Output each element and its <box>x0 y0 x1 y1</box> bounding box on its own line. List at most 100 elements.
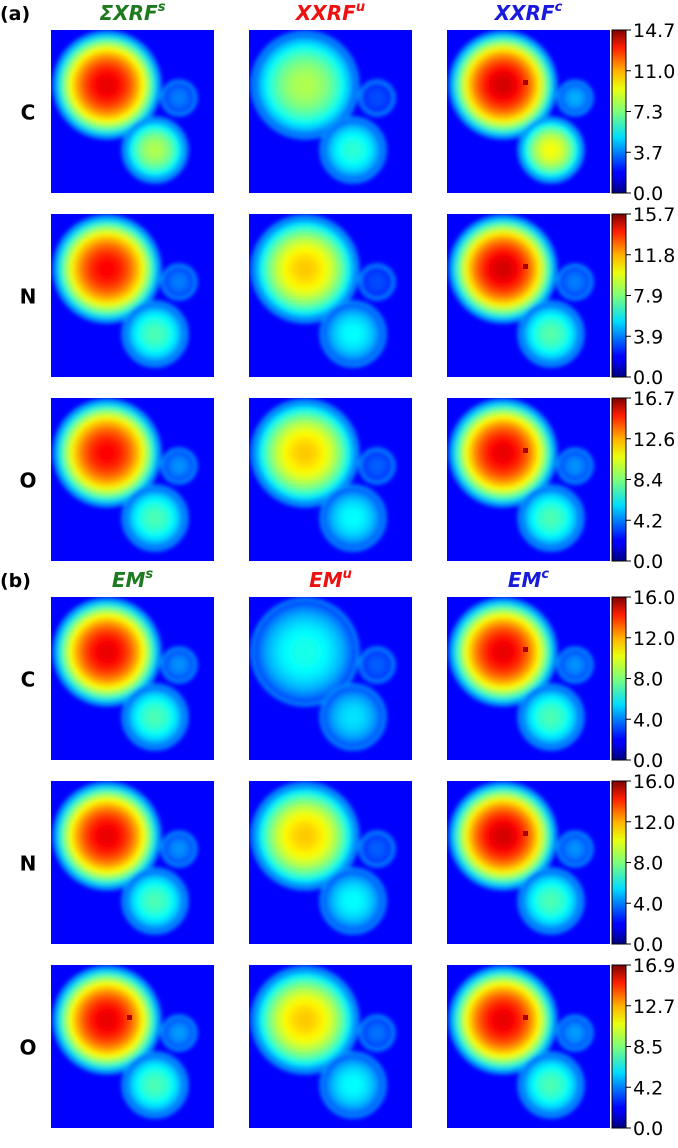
heatmap-blob-1 <box>53 215 161 323</box>
heatmap-blob-halo <box>517 484 585 552</box>
heatmap-blob-3 <box>122 684 188 750</box>
heatmap-blob-2 <box>161 264 197 300</box>
colorbar-tick-label: 4.0 <box>633 893 663 915</box>
heatmap-blob-2 <box>359 647 395 683</box>
colorbar-tick-label: 0.0 <box>633 750 663 772</box>
row-label-n: N <box>20 285 37 309</box>
colorbar-c: 14.7 11.0 7.3 3.7 0.0 <box>611 20 675 205</box>
heatmap-blobs <box>448 30 594 184</box>
heatmap-blob-3 <box>320 485 386 551</box>
colorbar-tick-label: 8.4 <box>633 470 663 492</box>
heatmap-blob-halo <box>160 830 198 868</box>
heatmap-o-xxrf-c <box>447 398 610 561</box>
heatmap-blob-halo <box>52 30 162 140</box>
colorbar-tick-label: 12.6 <box>633 429 675 451</box>
heatmap-blob-1 <box>449 782 557 890</box>
row-label-o: O <box>19 469 36 493</box>
heatmap-blob-halo <box>556 79 594 117</box>
colorbar-tick-label: 0.0 <box>633 934 663 956</box>
heatmap-blob-3 <box>122 485 188 551</box>
heatmap-blob-3 <box>122 117 188 183</box>
heatmap-blob-1 <box>251 31 359 139</box>
heatmap-blob-halo <box>358 263 396 301</box>
heatmap-blob-halo <box>121 300 189 368</box>
heatmap-blob-halo <box>319 867 387 935</box>
heatmap-blob-2 <box>359 264 395 300</box>
heatmap-blob-1 <box>251 966 359 1074</box>
column-title-base: ΣXRF <box>100 1 158 25</box>
heatmap-n-xxrf-c <box>447 214 610 377</box>
heatmap-blob-halo <box>517 116 585 184</box>
colorbar-tick-label: 12.0 <box>633 812 675 834</box>
heatmap-blob-2 <box>557 1015 593 1051</box>
colorbar-tick-label: 16.7 <box>633 388 675 410</box>
colorbar-tick-label: 16.9 <box>633 955 675 977</box>
colorbar-gradient <box>611 596 627 761</box>
row-label-n: N <box>20 852 37 876</box>
column-title: XXRFc <box>493 0 563 25</box>
heatmap-blob-1 <box>53 598 161 706</box>
heatmap-blob-3 <box>320 684 386 750</box>
heatmap-blobs <box>52 30 198 184</box>
heatmap-blob-3 <box>518 117 584 183</box>
heatmap-blob-2 <box>557 647 593 683</box>
heatmap-blob-halo <box>319 116 387 184</box>
heatmap-blob-halo <box>52 781 162 891</box>
heatmap-blob-3 <box>122 301 188 367</box>
colorbar-tick-label: 14.7 <box>633 20 675 42</box>
heatmap-blob-2 <box>359 831 395 867</box>
heatmap-blob-3 <box>518 1052 584 1118</box>
colorbar-tick-label: 4.2 <box>633 510 663 532</box>
colorbar-gradient <box>611 397 627 562</box>
heatmap-blob-1 <box>449 399 557 507</box>
heatmap-blob-halo <box>517 300 585 368</box>
heatmap-blob-1 <box>251 399 359 507</box>
heatmap-n-xxrf-u <box>249 214 412 377</box>
row-label-o: O <box>19 1036 36 1060</box>
heatmap-blob-2 <box>359 1015 395 1051</box>
heatmap-blob-1 <box>251 782 359 890</box>
heatmap-blob-halo <box>556 263 594 301</box>
heatmap-blob-halo <box>319 300 387 368</box>
heatmap-blobs <box>52 214 198 368</box>
heatmap-c-em-c <box>447 597 610 760</box>
heatmap-blob-2 <box>161 647 197 683</box>
heatmap-hotspot <box>523 80 528 85</box>
heatmap-blob-halo <box>448 597 558 707</box>
colorbar-gradient <box>611 964 627 1129</box>
heatmap-blobs <box>250 214 396 368</box>
heatmap-blob-1 <box>449 215 557 323</box>
heatmap-blobs <box>250 965 396 1119</box>
heatmap-blob-2 <box>359 80 395 116</box>
column-title: EMu <box>309 567 352 592</box>
column-title: EMc <box>508 567 550 592</box>
column-title: ΣXRFs <box>100 0 166 25</box>
heatmap-n-em-u <box>249 781 412 944</box>
heatmap-blob-halo <box>250 781 360 891</box>
heatmap-blob-3 <box>122 868 188 934</box>
heatmap-blob-halo <box>121 867 189 935</box>
heatmap-blob-halo <box>250 398 360 508</box>
row-label-c: C <box>21 101 36 125</box>
colorbar-gradient <box>611 29 627 194</box>
heatmap-hotspot <box>523 264 528 269</box>
heatmap-blob-halo <box>121 116 189 184</box>
column-title: EMs <box>112 567 154 592</box>
heatmap-blob-halo <box>358 646 396 684</box>
heatmap-blob-halo <box>319 484 387 552</box>
heatmap-o-em-s <box>51 965 214 1128</box>
panel-b: (b) EMs EMu EMcC16.012.08.04.00.0N16.012.08… <box>0 567 675 1140</box>
heatmap-blob-halo <box>556 447 594 485</box>
heatmap-blob-1 <box>251 215 359 323</box>
heatmap-blob-halo <box>121 683 189 751</box>
heatmap-blobs <box>250 781 396 935</box>
colorbar-tick-label: 7.3 <box>633 102 663 124</box>
heatmap-blob-halo <box>556 1014 594 1052</box>
heatmap-blob-halo <box>52 597 162 707</box>
heatmap-blob-halo <box>448 398 558 508</box>
column-title: XXRFu <box>294 0 365 25</box>
colorbar-n: 15.7 11.8 7.9 3.9 0.0 <box>611 204 675 389</box>
heatmap-blob-1 <box>53 782 161 890</box>
heatmap-blob-halo <box>517 1051 585 1119</box>
